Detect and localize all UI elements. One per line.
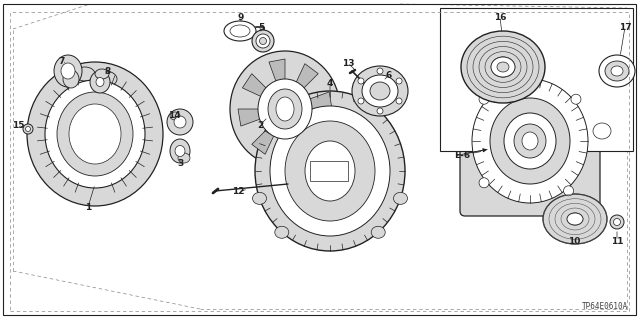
Polygon shape (269, 59, 285, 83)
Ellipse shape (305, 141, 355, 201)
Text: 6: 6 (386, 70, 392, 79)
Ellipse shape (95, 69, 109, 79)
Ellipse shape (170, 112, 180, 120)
Text: 3: 3 (177, 160, 183, 168)
Ellipse shape (472, 79, 588, 203)
Ellipse shape (362, 75, 398, 107)
Polygon shape (252, 129, 275, 154)
Ellipse shape (328, 104, 352, 124)
Circle shape (610, 215, 624, 229)
Ellipse shape (259, 38, 266, 44)
Circle shape (358, 98, 364, 104)
Circle shape (571, 94, 581, 104)
Text: 1: 1 (85, 203, 91, 211)
Text: E-6: E-6 (454, 152, 470, 160)
Circle shape (377, 108, 383, 114)
Ellipse shape (605, 61, 629, 81)
Text: 9: 9 (238, 12, 244, 21)
Circle shape (26, 127, 31, 131)
Ellipse shape (57, 92, 133, 176)
Text: 2: 2 (257, 121, 263, 130)
Text: 14: 14 (168, 110, 180, 120)
Ellipse shape (258, 79, 312, 139)
Text: 4: 4 (327, 78, 333, 87)
Circle shape (479, 94, 489, 104)
Ellipse shape (333, 108, 347, 120)
Ellipse shape (370, 82, 390, 100)
Text: 12: 12 (232, 188, 244, 197)
Ellipse shape (175, 145, 185, 157)
Ellipse shape (352, 66, 408, 116)
Ellipse shape (394, 192, 408, 204)
Ellipse shape (178, 153, 190, 163)
Text: 15: 15 (12, 121, 24, 130)
Ellipse shape (167, 109, 193, 135)
Ellipse shape (96, 78, 104, 86)
Circle shape (564, 186, 573, 196)
Ellipse shape (253, 192, 266, 204)
Bar (440, 8, 633, 151)
Text: 16: 16 (493, 12, 506, 21)
Text: TP64E0610A: TP64E0610A (582, 302, 628, 311)
Ellipse shape (255, 91, 405, 251)
Ellipse shape (224, 21, 256, 41)
Polygon shape (296, 64, 318, 89)
Ellipse shape (268, 89, 302, 129)
Ellipse shape (275, 226, 289, 238)
Ellipse shape (461, 31, 545, 103)
Ellipse shape (75, 67, 95, 81)
Ellipse shape (491, 57, 515, 77)
Ellipse shape (54, 55, 82, 87)
Text: 17: 17 (619, 23, 631, 32)
Circle shape (23, 124, 33, 134)
Circle shape (377, 68, 383, 74)
Polygon shape (238, 109, 262, 126)
Text: 5: 5 (258, 24, 264, 33)
Ellipse shape (276, 97, 294, 121)
Ellipse shape (270, 106, 390, 236)
Ellipse shape (63, 70, 79, 88)
Polygon shape (308, 92, 332, 109)
Ellipse shape (543, 194, 607, 244)
Polygon shape (243, 74, 268, 97)
Circle shape (479, 178, 489, 188)
Ellipse shape (371, 226, 385, 238)
Ellipse shape (504, 113, 556, 169)
Polygon shape (285, 135, 301, 159)
Text: 8: 8 (105, 66, 111, 76)
Ellipse shape (285, 121, 375, 221)
Circle shape (614, 219, 621, 226)
Ellipse shape (170, 139, 190, 163)
Ellipse shape (69, 104, 121, 164)
Ellipse shape (93, 71, 117, 87)
Polygon shape (303, 121, 328, 145)
Ellipse shape (522, 132, 538, 150)
Ellipse shape (230, 51, 340, 167)
Ellipse shape (230, 25, 250, 37)
Ellipse shape (587, 118, 617, 144)
Text: 11: 11 (611, 236, 623, 246)
Ellipse shape (256, 34, 270, 48)
Ellipse shape (514, 124, 546, 158)
Ellipse shape (497, 62, 509, 72)
Ellipse shape (252, 30, 274, 52)
Circle shape (396, 78, 402, 84)
Ellipse shape (599, 55, 635, 87)
Text: 7: 7 (59, 56, 65, 65)
Circle shape (396, 98, 402, 104)
Circle shape (358, 78, 364, 84)
Ellipse shape (174, 116, 186, 128)
Ellipse shape (61, 63, 75, 79)
Ellipse shape (593, 123, 611, 139)
Ellipse shape (27, 62, 163, 206)
FancyBboxPatch shape (460, 66, 600, 216)
Ellipse shape (90, 71, 110, 93)
Ellipse shape (490, 98, 570, 184)
Text: 10: 10 (568, 236, 580, 246)
Ellipse shape (567, 213, 583, 225)
Text: 13: 13 (342, 58, 355, 68)
Ellipse shape (611, 66, 623, 76)
Bar (310, 161, 348, 181)
Ellipse shape (45, 80, 145, 188)
